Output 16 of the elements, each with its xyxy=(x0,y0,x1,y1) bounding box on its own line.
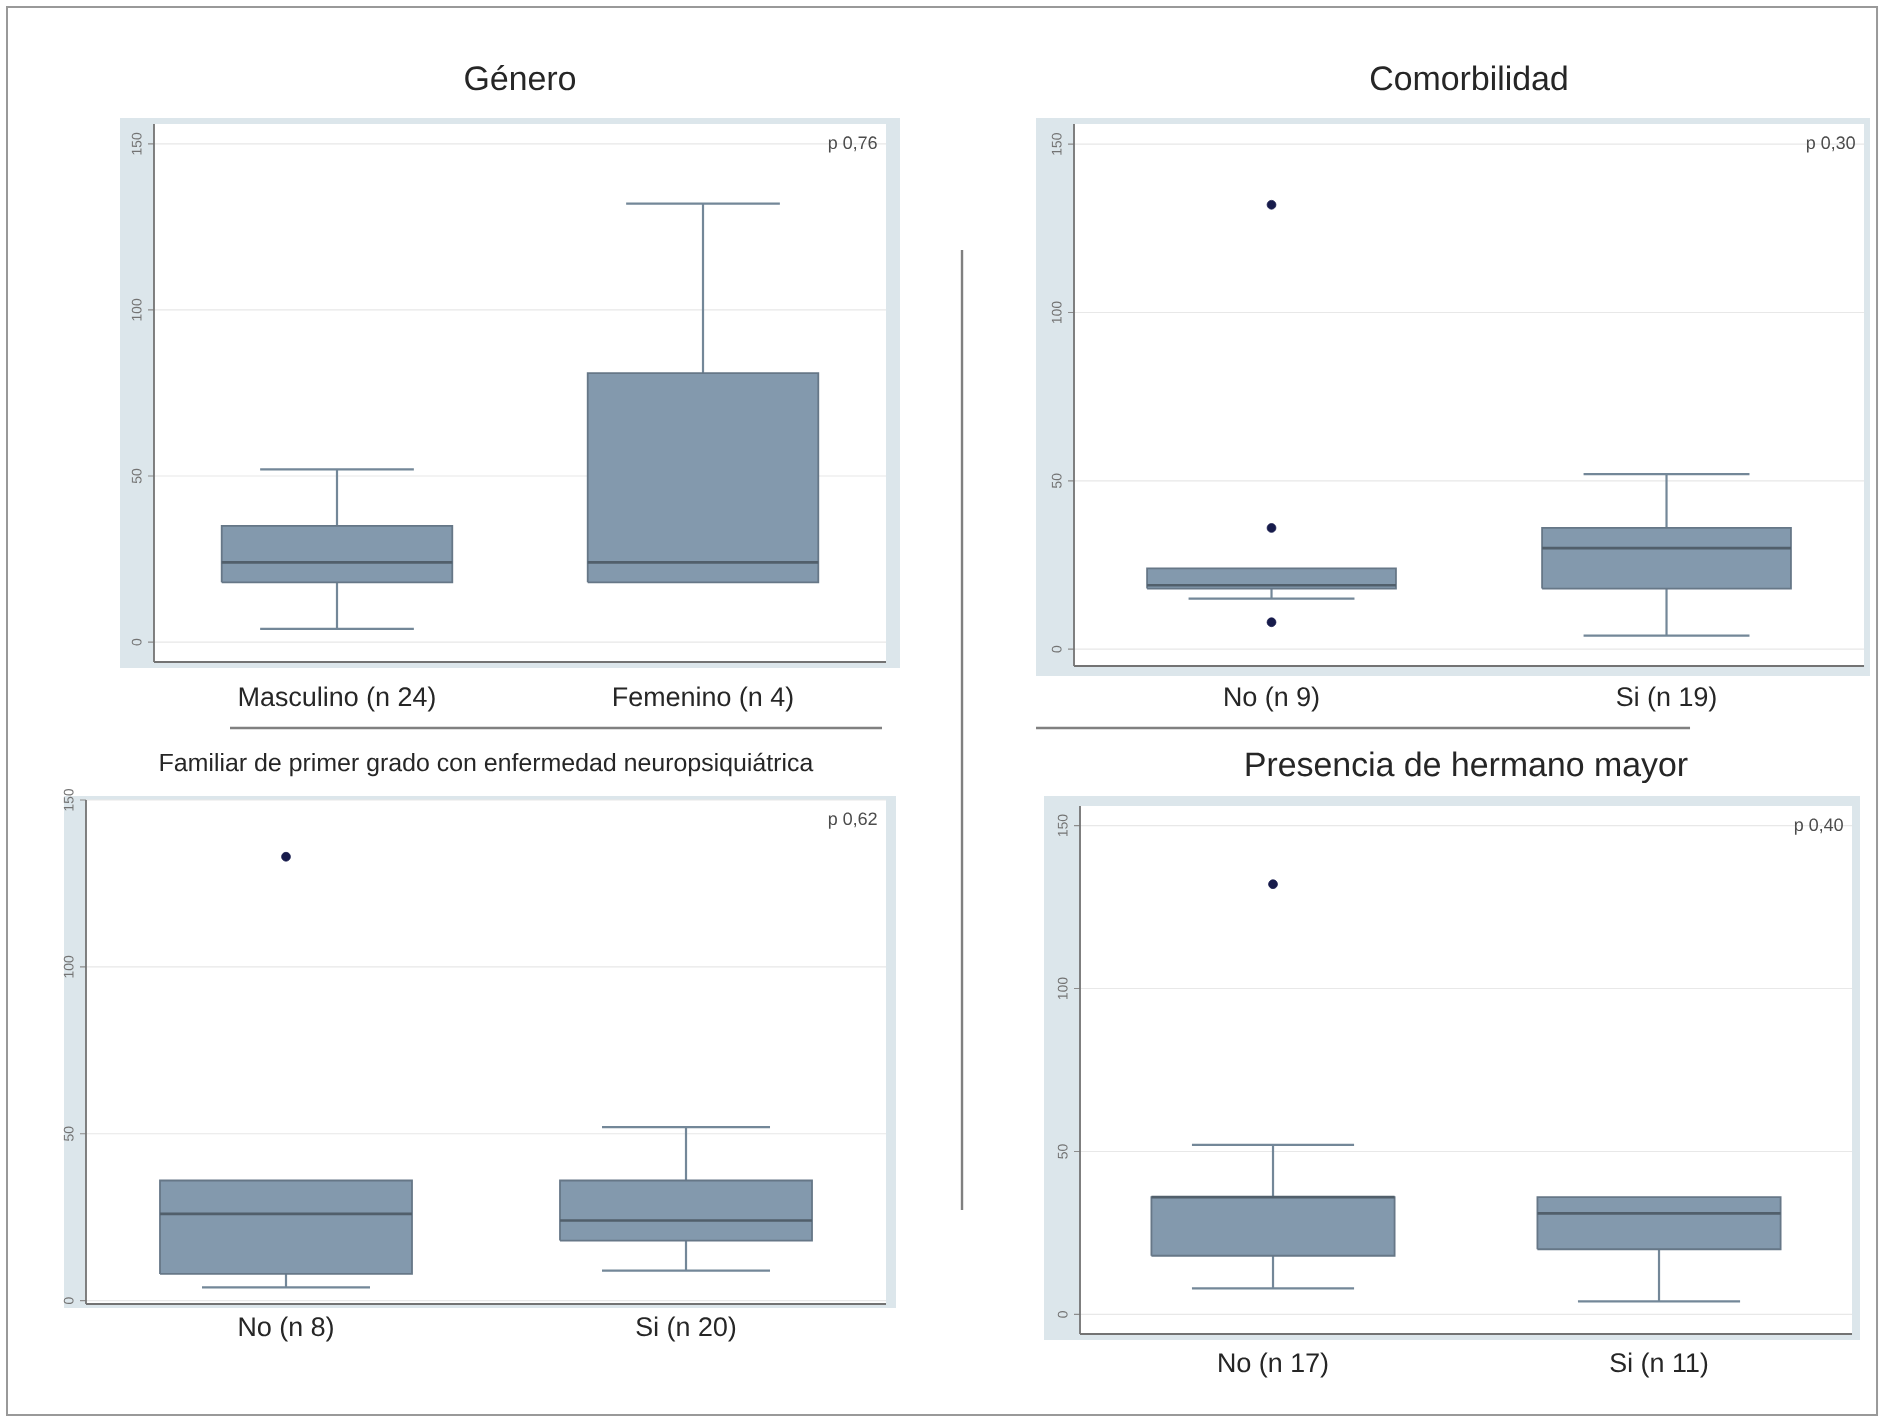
chart-title: Comorbilidad xyxy=(1370,65,1567,91)
annotation: p 0,40 xyxy=(1794,818,1843,835)
chart-title: Género xyxy=(465,65,576,91)
x-tick-label: Si (n 20) xyxy=(636,1316,736,1342)
x-tick-label: Si (n 11) xyxy=(1610,1352,1708,1378)
annotation: p 0,76 xyxy=(828,136,877,153)
x-tick-label: Femenino (n 4) xyxy=(614,686,793,712)
x-tick-label: Masculino (n 24) xyxy=(239,686,435,712)
x-tick-label: No (n 9) xyxy=(1225,686,1319,712)
annotation: p 0,30 xyxy=(1806,136,1855,153)
chart-title: Familiar de primer grado con enfermedad neuropsiquiátrica xyxy=(160,752,814,777)
annotation: p 0,62 xyxy=(828,812,877,829)
chart-title: Presencia de hermano mayor xyxy=(1246,751,1688,784)
x-tick-label: No (n 8) xyxy=(239,1316,333,1342)
x-tick-label: Si (n 19) xyxy=(1616,686,1716,712)
x-tick-label: No (n 17) xyxy=(1219,1352,1328,1378)
